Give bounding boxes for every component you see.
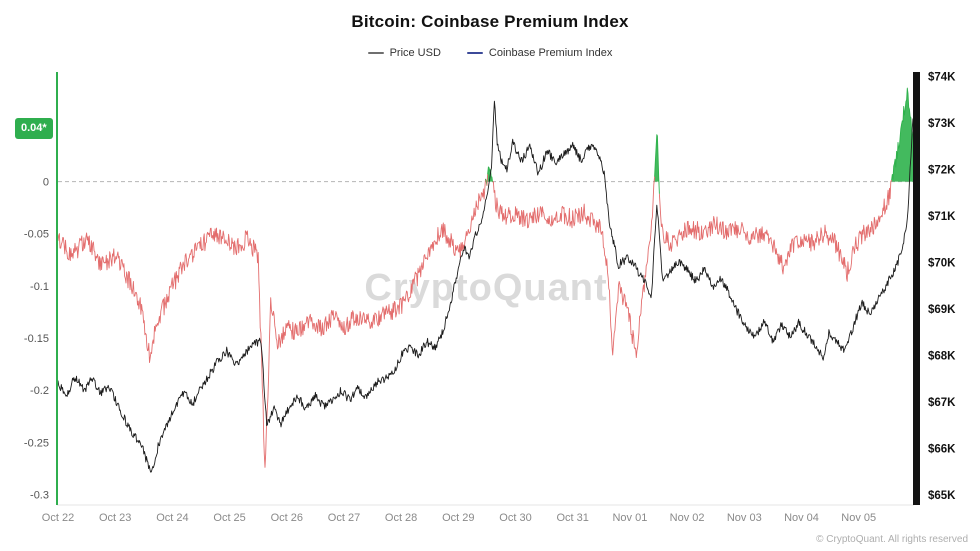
price-usd-line-swatch-icon [367,51,384,55]
left-tick-label: -0.1 [30,281,49,293]
x-tick-label: Nov 03 [727,512,762,524]
right-axis-tick-labels: $74K $73K $72K $71K $70K $69K $68K $67K $66K $65K [928,72,956,503]
left-tick-label: -0.2 [30,385,49,397]
right-axis-bar [913,72,920,505]
x-axis-tick-labels: Oct 22 Oct 23 Oct 24 Oct 25 Oct 26 Oct 27 Oct … [42,512,876,524]
right-tick-label: $66K [928,444,956,456]
x-tick-label: Nov 04 [784,512,819,524]
premium-positive-fill [485,88,913,194]
current-value-badge: 0.04* [15,118,53,140]
right-tick-label: $71K [928,211,956,223]
right-tick-label: $72K [928,165,956,177]
legend-label-price-usd: Price USD [389,47,441,59]
right-tick-label: $67K [928,397,956,409]
legend-item-price-usd[interactable]: Price USD [367,47,441,59]
chart-legend: Price USD Coinbase Premium Index [0,47,980,59]
left-axis-tick-labels: 0 -0.05 -0.1 -0.15 -0.2 -0.25 -0.3 [24,177,49,502]
right-tick-label: $68K [928,351,956,363]
left-tick-label: -0.25 [24,437,49,449]
right-tick-label: $69K [928,304,956,316]
x-tick-label: Nov 01 [612,512,647,524]
x-tick-label: Oct 22 [42,512,74,524]
left-tick-label: -0.05 [24,229,49,241]
premium-index-series [57,87,914,468]
premium-index-line-swatch-icon [466,51,483,55]
price-usd-series [57,100,914,473]
right-tick-label: $73K [928,118,956,130]
x-tick-label: Oct 27 [328,512,360,524]
watermark: CryptoQuant [364,267,607,309]
x-tick-label: Oct 30 [499,512,531,524]
right-tick-label: $65K [928,490,956,502]
left-tick-label: -0.3 [30,490,49,502]
legend-label-premium-index: Coinbase Premium Index [488,47,613,59]
x-tick-label: Oct 31 [556,512,588,524]
x-tick-label: Nov 05 [841,512,876,524]
right-tick-label: $70K [928,258,956,270]
legend-item-coinbase-premium-index[interactable]: Coinbase Premium Index [466,47,613,59]
current-value-label: 0.04* [21,122,47,134]
chart-title: Bitcoin: Coinbase Premium Index [351,12,629,31]
x-tick-label: Oct 28 [385,512,417,524]
x-tick-label: Oct 26 [271,512,303,524]
x-tick-label: Nov 02 [670,512,705,524]
left-tick-label: -0.15 [24,333,49,345]
x-tick-label: Oct 23 [99,512,131,524]
x-tick-label: Oct 25 [213,512,245,524]
copyright-notice: © CryptoQuant. All rights reserved [816,534,968,545]
x-tick-label: Oct 29 [442,512,474,524]
x-tick-label: Oct 24 [156,512,188,524]
left-tick-label: 0 [43,177,49,189]
right-tick-label: $74K [928,72,956,84]
